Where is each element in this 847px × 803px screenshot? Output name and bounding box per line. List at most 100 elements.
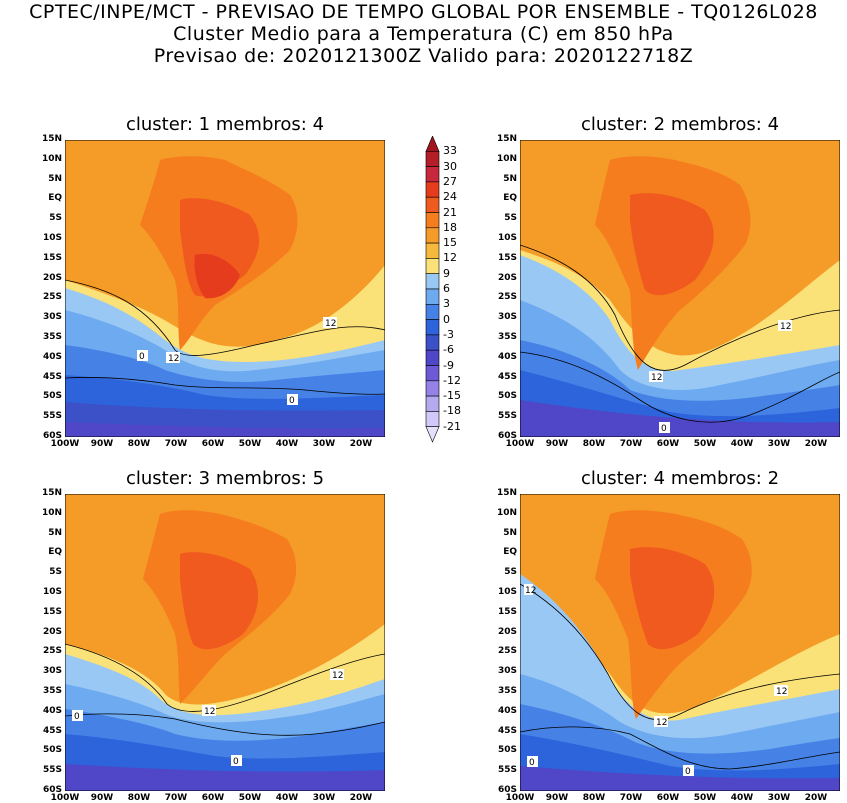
- lat-tick-label: 15N: [41, 134, 62, 144]
- lat-tick-label: 10N: [496, 153, 517, 164]
- colorbar-swatch: [425, 181, 440, 198]
- contour-label-h: 12: [204, 707, 215, 717]
- colorbar-swatch: [425, 304, 440, 320]
- colorbar-scale: [425, 136, 440, 443]
- lat-tick-label: 45S: [497, 371, 517, 382]
- lon-tick-label: 40W: [730, 439, 754, 449]
- contour-label-c: 0: [139, 352, 145, 362]
- lon-tick-label: 90W: [545, 793, 569, 803]
- lat-tick-label: 35S: [497, 686, 517, 696]
- lat-tick-label: 30S: [42, 312, 62, 323]
- contour-label-b: 12: [325, 319, 336, 329]
- panel-title-4: cluster: 4 membros: 2: [580, 468, 780, 489]
- panel-title-1: cluster: 1 membros: 4: [125, 114, 325, 135]
- lat-tick-label: 50S: [42, 745, 62, 756]
- lat-tick-label: 5S: [49, 567, 62, 578]
- lon-tick-label: 30W: [312, 793, 336, 803]
- lat-tick-label: 45S: [42, 371, 62, 382]
- lat-tick-label: 5N: [48, 173, 62, 184]
- temperature-map-4: 12 12 12 0 0: [520, 494, 840, 791]
- colorbar-label: 15: [443, 236, 457, 250]
- lon-tick-label: 70W: [619, 439, 643, 449]
- lon-tick-label: 80W: [582, 793, 606, 803]
- lon-tick-label: 70W: [164, 793, 188, 803]
- map-panel-4: 12 12 12 0 0: [520, 494, 840, 791]
- lon-tick-label: 80W: [127, 439, 151, 449]
- colorbar-label: 0: [443, 312, 450, 326]
- lat-tick-label: 60S: [42, 785, 62, 795]
- lat-tick-label: 45S: [42, 725, 62, 736]
- lat-tick-label: 55S: [497, 411, 517, 422]
- colorbar-swatch: [425, 395, 440, 412]
- lat-tick-label: 10N: [41, 507, 62, 518]
- lon-tick-label: 90W: [90, 439, 114, 449]
- lon-tick-label: 100W: [505, 439, 535, 449]
- colorbar-label: 33: [443, 144, 457, 158]
- contour-label-j: 0: [74, 712, 80, 722]
- lat-tick-label: 15N: [496, 488, 517, 498]
- lat-tick-label: 20S: [497, 272, 517, 283]
- colorbar-swatch: [425, 334, 440, 351]
- colorbar-swatch: [425, 242, 440, 259]
- lon-tick-label: 50W: [693, 439, 717, 449]
- lon-tick-label: 60W: [201, 793, 225, 803]
- lat-tick-label: 30S: [497, 312, 517, 323]
- colorbar-label: 12: [443, 251, 457, 265]
- lat-tick-label: EQ: [48, 193, 62, 204]
- colorbar-label: -3: [443, 327, 454, 341]
- lat-tick-label: 25S: [497, 646, 517, 657]
- lat-tick-label: 60S: [497, 431, 517, 441]
- lat-tick-label: 10S: [42, 233, 62, 243]
- lat-tick-label: 15S: [42, 606, 62, 617]
- lon-tick-label: 60W: [656, 793, 680, 803]
- lon-tick-label: 100W: [50, 439, 80, 449]
- lon-tick-label: 70W: [619, 793, 643, 803]
- lon-tick-label: 50W: [238, 439, 262, 449]
- lon-tick-label: 90W: [90, 793, 114, 803]
- colorbar-swatch: [425, 411, 440, 427]
- contour-label-m: 12: [776, 687, 787, 697]
- contour-label-p: 0: [685, 767, 691, 777]
- colorbar-label: 6: [443, 282, 450, 295]
- lon-tick-label: 80W: [127, 793, 151, 803]
- lon-tick-label: 40W: [730, 793, 754, 803]
- colorbar-swatch: [425, 166, 440, 183]
- colorbar-label: -15: [443, 389, 461, 403]
- lat-tick-label: 40S: [42, 351, 62, 362]
- colorbar-label: 27: [443, 174, 457, 188]
- lat-tick-label: 10S: [42, 587, 62, 597]
- temperature-map-2: 12 12 0: [520, 140, 840, 437]
- lon-tick-label: 50W: [693, 793, 717, 803]
- lat-tick-label: 25S: [42, 292, 62, 303]
- map-panel-2: 12 12 0: [520, 140, 840, 437]
- colorbar-label: 18: [443, 220, 457, 234]
- lat-tick-label: 25S: [42, 646, 62, 657]
- lon-tick-label: 40W: [275, 439, 299, 449]
- lat-tick-label: 50S: [497, 745, 517, 756]
- lat-tick-label: 5S: [504, 213, 517, 224]
- lon-tick-label: 20W: [804, 793, 828, 803]
- contour-label-i: 12: [332, 671, 343, 681]
- figure-subtitle: Cluster Medio para a Temperatura (C) em …: [173, 23, 674, 45]
- lat-tick-label: 50S: [497, 391, 517, 402]
- temperature-map-1: 12 12 0 0: [65, 140, 385, 437]
- lon-tick-label: 20W: [349, 439, 373, 449]
- temperature-map-3: 12 12 0 0: [65, 494, 385, 791]
- lat-tick-label: 40S: [42, 705, 62, 716]
- lat-tick-label: 5N: [48, 527, 62, 538]
- colorbar-swatch: [425, 258, 440, 275]
- lat-tick-label: 35S: [497, 332, 517, 342]
- colorbar-label: -6: [443, 343, 454, 357]
- lat-tick-label: 15S: [42, 252, 62, 263]
- colorbar-label: 24: [443, 190, 457, 204]
- colorbar-label: -18: [443, 404, 461, 418]
- lat-tick-label: 5N: [503, 173, 517, 184]
- lat-tick-label: EQ: [48, 547, 62, 558]
- contour-label-l: 12: [656, 718, 667, 728]
- colorbar-swatch: [425, 426, 440, 443]
- lon-tick-label: 30W: [767, 793, 791, 803]
- colorbar-label: 9: [443, 266, 450, 280]
- lon-tick-label: 30W: [312, 439, 336, 449]
- lat-tick-label: 35S: [42, 686, 62, 696]
- lat-tick-label: 60S: [42, 431, 62, 441]
